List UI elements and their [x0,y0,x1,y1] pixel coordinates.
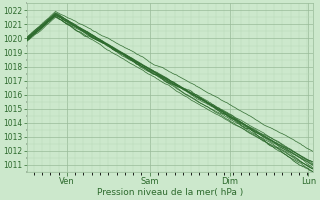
X-axis label: Pression niveau de la mer( hPa ): Pression niveau de la mer( hPa ) [97,188,243,197]
